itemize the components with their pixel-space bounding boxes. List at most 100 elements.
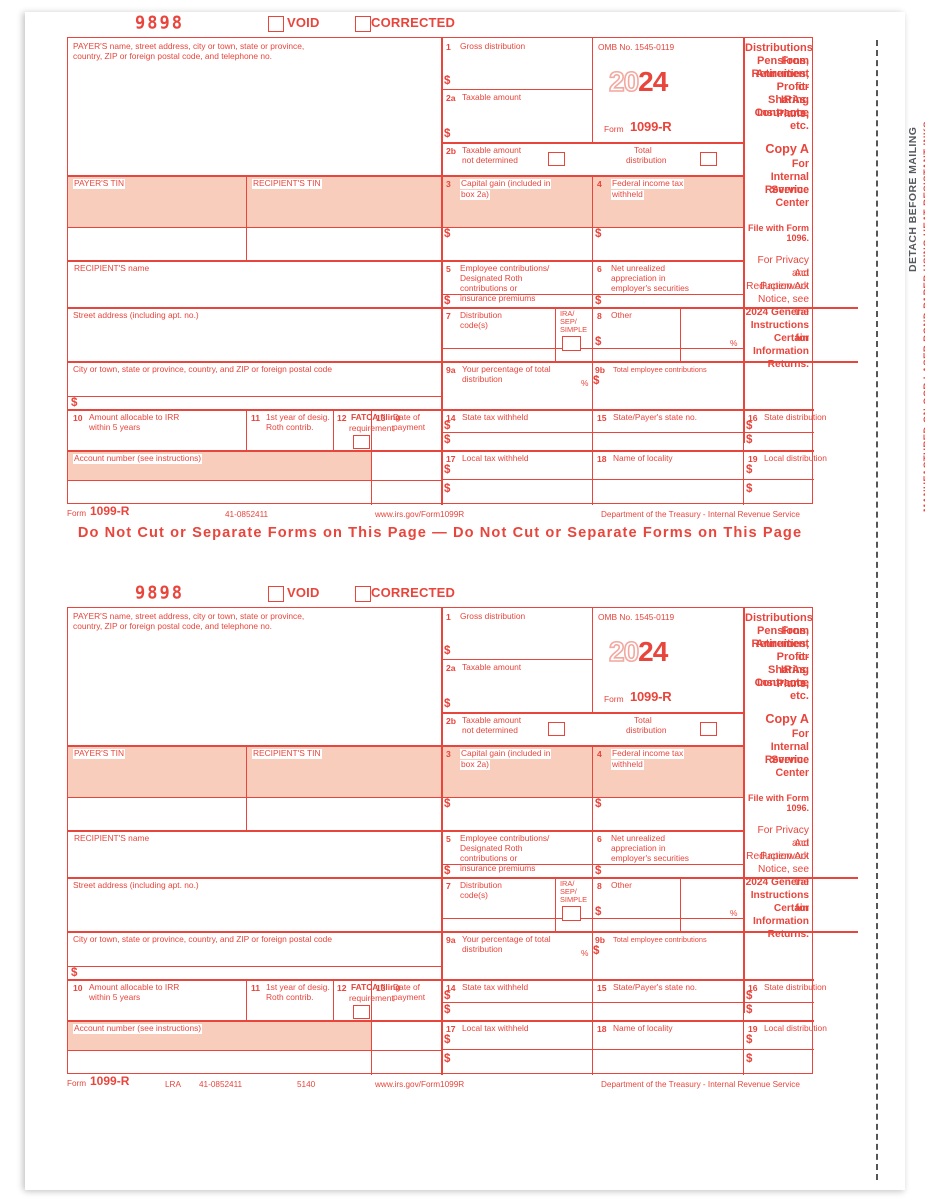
total-distribution-label-l2: distribution (626, 155, 667, 165)
ira-label-l2: SEP/ (560, 887, 577, 896)
rule-ira (555, 307, 557, 361)
box-3-label-l1: Capital gain (included in (460, 748, 552, 759)
rule-row-10-14 (68, 979, 814, 981)
city-state-zip-label: City or town, state or province, country… (73, 934, 332, 944)
box-5-label-l2: Designated Roth (460, 843, 523, 853)
privacy-l9: Returns. (767, 359, 809, 370)
year-outline-part: 20 (608, 65, 640, 98)
box-16-number: 16 (748, 983, 758, 993)
corrected-checkbox[interactable] (355, 16, 371, 32)
footer-irs-url[interactable]: www.irs.gov/Form1099R (375, 510, 465, 519)
box-6-dollar: $ (595, 295, 602, 307)
box-3-number: 3 (446, 179, 451, 189)
rule-row-account (68, 1020, 814, 1022)
box-13-label-l1: Date of (393, 982, 421, 992)
box-8-dollar: $ (595, 336, 602, 348)
right-title-l5: IRAs, Insurance (757, 94, 809, 120)
rule-box1112 (333, 979, 335, 1020)
box-2a-label: Taxable amount (462, 92, 522, 102)
box-16-dollar-2: $ (746, 434, 753, 446)
ira-label-l2: SEP/ (560, 317, 577, 326)
box-3-label-l1: Capital gain (included in (460, 178, 552, 189)
privacy-l8: Information (752, 916, 809, 927)
fatca-checkbox[interactable] (353, 435, 370, 449)
rule-row-street (68, 877, 858, 879)
box-5-number: 5 (446, 264, 451, 274)
box-17-number: 17 (446, 1024, 456, 1034)
box-2b-label-l1: Taxable amount (462, 145, 522, 155)
box-14-dollar-2: $ (444, 434, 451, 446)
box-5-label-l1: Employee contributions/ (460, 833, 550, 843)
total-distribution-checkbox[interactable] (700, 722, 717, 736)
omb-number: OMB No. 1545-0119 (598, 42, 675, 52)
box-12-number: 12 (337, 983, 347, 993)
box-9a-percent: % (581, 948, 589, 958)
box-13-label-l2: payment (393, 992, 426, 1002)
box-4-dollar: $ (595, 228, 602, 240)
box-1-dollar: $ (444, 75, 451, 87)
right-title-l6: Contracts, etc. (754, 107, 809, 133)
box-5-label-l4: insurance premiums (460, 863, 536, 873)
rule-tin-split (68, 797, 441, 799)
rule-box34 (592, 175, 594, 307)
box-1-label: Gross distribution (460, 41, 526, 51)
box-16-label: State distribution (764, 412, 827, 422)
box-7-number: 7 (446, 311, 451, 321)
ocr-scanline-9898: 9898 (135, 12, 184, 34)
rule-local-row1 (441, 479, 814, 481)
box-9a-label-l2: distribution (462, 944, 503, 954)
right-title-l2: Pensions, Annuities, (755, 625, 809, 651)
footer-irs-url[interactable]: www.irs.gov/Form1099R (375, 1080, 465, 1089)
year-solid-part: 24 (638, 66, 668, 97)
box-5-label-l3: contributions or (460, 283, 518, 293)
box-14-dollar-1: $ (444, 990, 451, 1002)
city-state-zip-label: City or town, state or province, country… (73, 364, 332, 374)
rule-box34 (592, 745, 594, 877)
ira-label-l1: IRA/ (560, 879, 575, 888)
box-11-label-l1: 1st year of desig. (266, 412, 330, 422)
privacy-l4: Notice, see the (758, 294, 809, 319)
footer-department-label: Department of the Treasury - Internal Re… (601, 510, 800, 519)
box-10-dollar: $ (71, 397, 78, 409)
box-6-label-l1: Net unrealized (611, 263, 666, 273)
box-8-percent: % (730, 338, 738, 348)
right-title-l5: IRAs, Insurance (757, 664, 809, 690)
void-checkbox[interactable] (268, 16, 284, 32)
box-17-label: Local tax withheld (462, 1023, 529, 1033)
privacy-l7: Certain (773, 333, 809, 344)
ira-sep-simple-checkbox[interactable] (562, 906, 581, 921)
rule-b2a-b2b (441, 142, 743, 144)
form-word-header: Form (604, 694, 624, 704)
rule-box1415 (592, 409, 594, 505)
box-14-number: 14 (446, 413, 456, 423)
copy-irs-l1: Internal Revenue (764, 171, 809, 197)
privacy-l2: and Paperwork (760, 838, 809, 863)
year-outline-part: 20 (608, 635, 640, 668)
total-distribution-checkbox[interactable] (700, 152, 717, 166)
fatca-checkbox[interactable] (353, 1005, 370, 1019)
void-checkbox[interactable] (268, 586, 284, 602)
rule-box1011 (246, 409, 248, 450)
box-18-number: 18 (597, 454, 607, 464)
box-8-dollar: $ (595, 906, 602, 918)
box-5-label-l4: insurance premiums (460, 293, 536, 303)
privacy-l4: Notice, see the (758, 864, 809, 889)
privacy-l6: Instructions for (750, 890, 809, 915)
ira-sep-simple-checkbox[interactable] (562, 336, 581, 351)
total-distribution-label-l1: Total (634, 145, 652, 155)
footer-catalog-number: 41-0852411 (225, 510, 269, 519)
rule-row-recipient (68, 830, 743, 832)
box-5-number: 5 (446, 834, 451, 844)
privacy-l2: and Paperwork (760, 268, 809, 293)
rule-tin (246, 175, 248, 227)
rule-box1112 (333, 409, 335, 450)
box-17-dollar-1: $ (444, 464, 451, 476)
box-7-label-l2: code(s) (460, 890, 488, 900)
box-7-label-l1: Distribution (460, 310, 502, 320)
taxable-not-determined-checkbox[interactable] (548, 722, 565, 736)
box-13-number: 13 (376, 983, 386, 993)
taxable-not-determined-checkbox[interactable] (548, 152, 565, 166)
right-title-l2: Pensions, Annuities, (755, 55, 809, 81)
corrected-checkbox[interactable] (355, 586, 371, 602)
form-number-header: 1099-R (630, 119, 672, 134)
